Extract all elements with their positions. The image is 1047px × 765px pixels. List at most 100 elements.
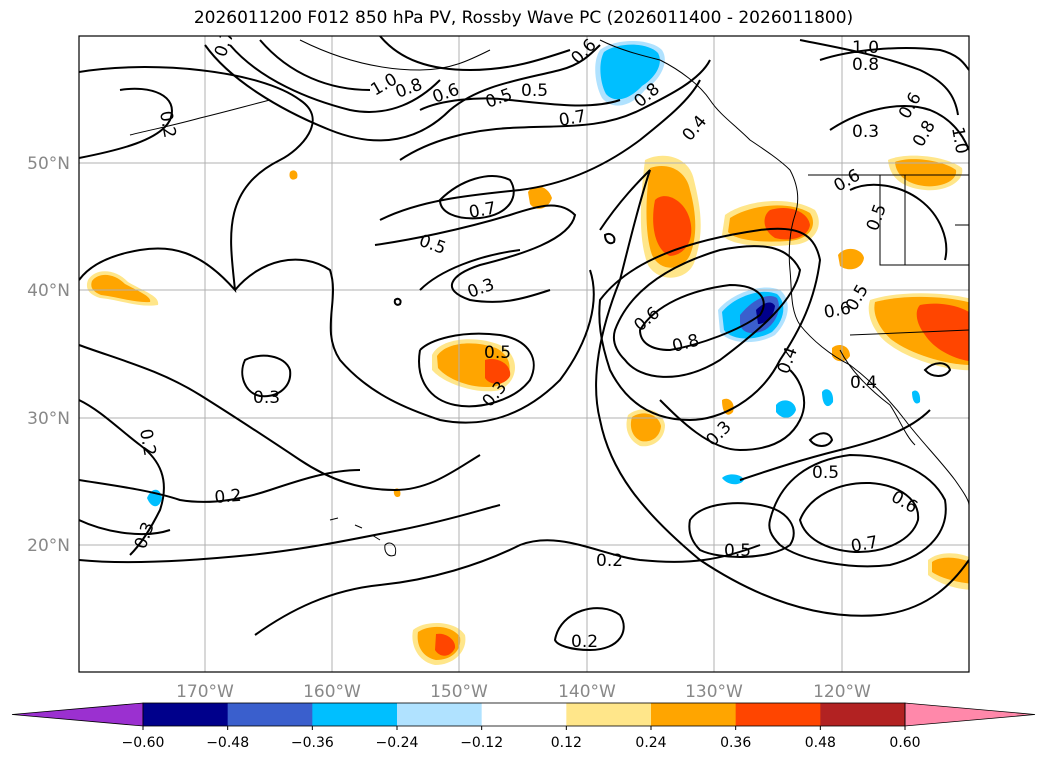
graticule <box>79 36 969 672</box>
colorbar-extend-max <box>904 702 1036 727</box>
positive-anomaly <box>528 186 552 209</box>
pv-contour-line <box>603 232 616 245</box>
colorbar-segment <box>397 703 483 726</box>
pv-contour-line <box>379 79 701 221</box>
pv-contours <box>79 36 969 652</box>
pv-contour-line <box>659 369 806 452</box>
contour-label: 0.2 <box>571 632 598 652</box>
north-america-coast <box>599 39 969 506</box>
positive-anomaly <box>838 248 864 270</box>
colorbar-segment <box>312 703 398 726</box>
colorbar: −0.60 −0.48 −0.36 −0.24 −0.12 0.12 0.24 0.36 0.4… <box>11 702 1036 751</box>
pv-contour-line <box>688 502 795 558</box>
colorbar-extend-min <box>11 702 144 727</box>
positive-anomaly <box>435 633 456 656</box>
colorbar-segment <box>651 703 737 726</box>
pv-contour-line <box>829 105 969 151</box>
colorbar-segment <box>481 703 567 726</box>
pv-contour-line <box>79 344 481 492</box>
colorbar-segment <box>227 703 313 726</box>
lat-label: 40°N <box>27 281 70 301</box>
pv-contour-line <box>553 607 625 652</box>
contour-label: 0.5 <box>724 541 751 561</box>
map-title: 2026011200 F012 850 hPa PV, Rossby Wave … <box>193 8 854 28</box>
contour-label: 0.7 <box>849 533 879 557</box>
us-mexico-border <box>849 329 969 336</box>
pv-contour-line <box>638 283 765 352</box>
coastlines <box>129 39 969 557</box>
longitude-labels: 170°W 160°W 150°W 140°W 130°W 120°W <box>176 682 871 702</box>
lon-label: 130°W <box>685 682 743 702</box>
state-borders <box>879 175 969 275</box>
contour-label: 0.2 <box>596 551 623 571</box>
pv-contour-line <box>438 175 515 220</box>
pv-contour-line <box>259 39 371 91</box>
positive-anomaly <box>932 557 969 584</box>
colorbar-segment <box>143 703 229 726</box>
positive-anomaly <box>653 196 692 256</box>
contour-label: 0.5 <box>812 463 839 483</box>
pv-contour-line <box>598 227 822 422</box>
contour-label: 1.0 <box>947 125 971 155</box>
contour-label: 0.3 <box>253 388 280 408</box>
contour-label: 0.2 <box>214 486 243 508</box>
lat-label: 30°N <box>27 409 70 429</box>
pv-contour-line <box>379 36 571 72</box>
baja-california <box>839 349 916 446</box>
pv-contour-line <box>612 245 802 378</box>
pv-contour-line <box>399 59 711 161</box>
pv-contour-line <box>229 44 441 113</box>
negative-anomaly <box>722 474 744 485</box>
colorbar-tick-label: 0.60 <box>889 735 920 751</box>
positive-anomaly <box>91 274 151 303</box>
lon-label: 170°W <box>176 682 234 702</box>
pv-contour-line <box>418 332 535 408</box>
colorbar-tick-label: 0.12 <box>551 735 582 751</box>
negative-anomaly <box>912 390 921 404</box>
negative-anomaly <box>822 389 834 407</box>
lat-label: 20°N <box>27 536 70 556</box>
positive-anomaly <box>630 413 661 442</box>
pv-contour-line <box>849 183 948 261</box>
colorbar-frame <box>142 702 906 727</box>
pv-contour-line <box>241 354 292 398</box>
negative-anomaly <box>776 400 796 418</box>
colorbar-tick-label: −0.36 <box>291 735 334 751</box>
colorbar-tick-label: 0.36 <box>720 735 751 751</box>
lon-label: 140°W <box>558 682 616 702</box>
colorbar-tick-label: −0.48 <box>206 735 249 751</box>
colorbar-segment <box>566 703 652 726</box>
colorbar-tick-label: −0.12 <box>460 735 503 751</box>
pv-contour-line <box>799 39 959 116</box>
pv-contour-line <box>79 469 361 503</box>
lon-label: 120°W <box>813 682 871 702</box>
positive-anomaly <box>289 170 298 180</box>
pv-contour-line <box>393 297 402 306</box>
colorbar-tick-label: 0.48 <box>805 735 836 751</box>
contour-label: 0.3 <box>852 122 879 142</box>
colorbar-tick-label: −0.60 <box>122 735 165 751</box>
pv-contour-line <box>798 481 920 554</box>
pv-contour-line <box>79 87 173 159</box>
lon-label: 150°W <box>430 682 488 702</box>
colorbar-segment <box>820 703 906 726</box>
pv-contour-line <box>808 432 834 447</box>
positive-anomaly <box>916 303 969 362</box>
lat-label: 50°N <box>27 154 70 174</box>
contour-label: 0.5 <box>484 343 511 363</box>
negative-anomaly <box>756 302 775 324</box>
pv-contour-line <box>595 169 969 617</box>
map-plot-area: 0.7 1.0 0.8 0.6 0.2 0.6 0.5 0.5 0.7 0.8 … <box>79 36 971 672</box>
alaska-coast <box>299 39 491 71</box>
latitude-labels: 50°N 40°N 30°N 20°N <box>27 154 70 556</box>
contour-label: 0.8 <box>852 55 879 75</box>
contour-label: 0.7 <box>557 107 587 131</box>
negative-anomaly <box>600 44 660 100</box>
contour-label: 0.2 <box>135 427 159 457</box>
pv-contour-line <box>819 47 969 71</box>
contour-label: 0.4 <box>850 373 877 393</box>
contour-label: 0.5 <box>521 81 548 101</box>
hawaii-islands <box>329 517 397 557</box>
lon-label: 160°W <box>303 682 361 702</box>
map-frame <box>78 35 970 673</box>
